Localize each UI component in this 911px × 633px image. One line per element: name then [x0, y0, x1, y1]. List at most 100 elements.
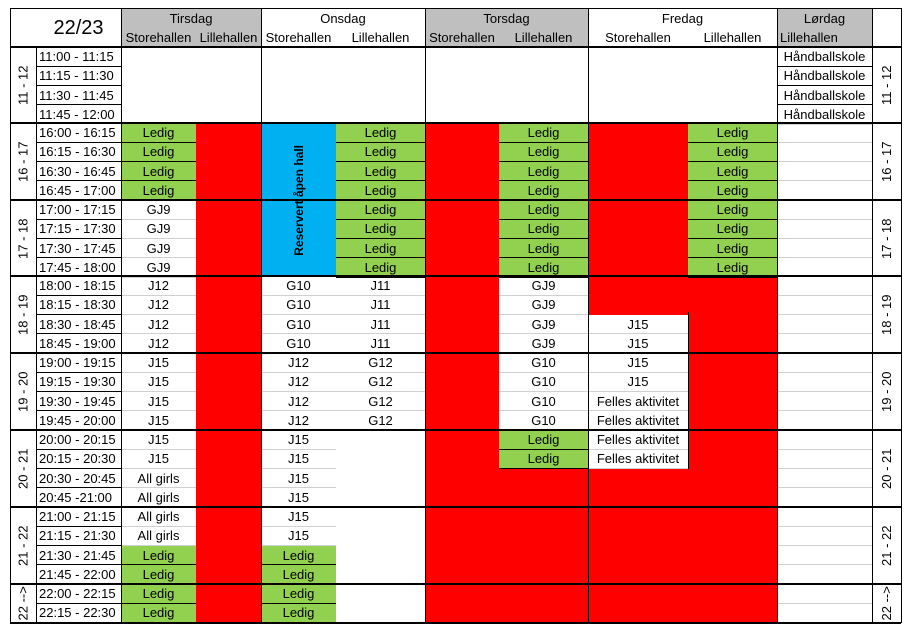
booking-cell: J15: [288, 489, 309, 505]
booking-cell: All girls: [137, 509, 180, 525]
grid-line: [777, 371, 872, 373]
grid-line: [777, 104, 872, 106]
grid-line: [336, 276, 425, 278]
grid-line: [336, 410, 425, 412]
free-slot: Ledig: [688, 180, 777, 200]
grid-line: [260, 8, 262, 623]
grid-line: [36, 371, 121, 373]
grid-line: [121, 468, 196, 469]
grid-line: [10, 429, 901, 431]
booking-cell: J12: [288, 355, 309, 371]
grid-line: [36, 238, 121, 239]
free-slot: Ledig: [499, 123, 588, 143]
grid-line: [261, 314, 336, 315]
booking-cell: J15: [148, 412, 169, 428]
grid-line: [121, 294, 196, 296]
free-slot: Ledig: [499, 257, 588, 277]
grid-line: [36, 468, 121, 469]
grid-line: [688, 257, 777, 259]
booking-cell: All girls: [137, 489, 180, 505]
free-slot: Ledig: [336, 142, 425, 162]
booking-cell: GJ9: [146, 202, 171, 218]
grid-line: [336, 141, 425, 143]
grid-line: [499, 238, 588, 239]
booking-cell: J11: [370, 335, 391, 351]
time-slot: 18:00 - 18:15: [39, 278, 116, 294]
free-slot: Ledig: [121, 564, 196, 584]
time-slot: 11:00 - 11:15: [39, 49, 114, 65]
time-slot: 16:30 - 16:45: [39, 163, 116, 179]
grid-line: [10, 122, 901, 124]
time-slot: 20:30 - 20:45: [39, 470, 116, 486]
grid-line: [336, 180, 425, 182]
grid-line: [777, 487, 872, 489]
time-slot: 20:00 - 20:15: [39, 432, 116, 448]
hour-group-label: 18 - 19: [15, 294, 31, 335]
grid-line: [121, 545, 196, 546]
hall-name: Lillehallen: [514, 30, 573, 45]
time-slot: 22:15 - 22:30: [39, 605, 116, 621]
booking-cell: Felles aktivitet: [596, 393, 680, 409]
hour-group-label: 11 - 12: [15, 65, 31, 106]
booking-cell: J15: [288, 451, 309, 467]
booking-cell: G10: [286, 335, 311, 351]
grid-line: [777, 161, 872, 162]
booking-cell: J12: [288, 393, 309, 409]
hall-name: Storehallen: [265, 30, 332, 45]
grid-line: [777, 257, 872, 259]
booking-cell: J15: [148, 432, 169, 448]
time-slot: 22:00 - 22:15: [39, 586, 116, 602]
grid-line: [36, 65, 121, 67]
booking-cell: J15: [288, 432, 309, 448]
time-slot: 19:15 - 19:30: [39, 374, 116, 390]
grid-line: [261, 294, 336, 296]
time-slot: 18:30 - 18:45: [39, 316, 116, 332]
grid-line: [121, 238, 196, 239]
free-slot: Ledig: [261, 564, 336, 584]
hour-group-label: 20 - 21: [15, 448, 31, 489]
hall-name: Lillehallen: [780, 30, 838, 45]
grid-line: [10, 7, 901, 9]
hour-group-label: 22 -->: [879, 586, 894, 621]
grid-line: [261, 564, 336, 566]
booking-cell: GJ9: [531, 335, 556, 351]
grid-line: [499, 180, 588, 182]
booking-cell: GJ9: [531, 316, 556, 332]
booking-cell: J15: [288, 470, 309, 486]
free-slot: Ledig: [121, 603, 196, 623]
grid-line: [777, 448, 872, 450]
grid-line: [777, 333, 872, 335]
time-slot: 17:15 - 17:30: [39, 221, 116, 237]
booking-cell: J12: [288, 374, 309, 390]
grid-line: [121, 161, 196, 162]
grid-line: [777, 141, 872, 143]
booking-cell: G10: [531, 412, 556, 428]
grid-line: [36, 218, 121, 220]
hall-name: Lillehallen: [703, 30, 762, 45]
grid-line: [261, 525, 336, 527]
grid-line: [588, 410, 688, 412]
grid-line: [121, 371, 196, 373]
grid-line: [36, 161, 121, 162]
booking-cell: G10: [531, 355, 556, 371]
grid-line: [499, 257, 588, 259]
booking-cell: J15: [627, 374, 649, 390]
grid-line: [777, 391, 872, 392]
time-slot: 21:45 - 22:00: [39, 566, 116, 582]
grid-line: [261, 602, 336, 604]
blocked-cell: [688, 276, 777, 623]
grid-line: [499, 333, 588, 335]
free-slot: Ledig: [499, 180, 588, 200]
booking-cell: J15: [148, 355, 169, 371]
grid-line: [336, 371, 425, 373]
time-slot: 20:45 -21:00: [39, 489, 113, 505]
grid-line: [688, 238, 777, 239]
time-slot: 11:15 - 11:30: [39, 68, 114, 84]
grid-line: [900, 8, 902, 623]
hall-name: Storehallen: [429, 30, 495, 45]
booking-cell: J15: [627, 316, 649, 332]
free-slot: Ledig: [499, 161, 588, 181]
grid-line: [777, 545, 872, 546]
grid-line: [499, 371, 588, 373]
grid-line: [121, 276, 196, 278]
